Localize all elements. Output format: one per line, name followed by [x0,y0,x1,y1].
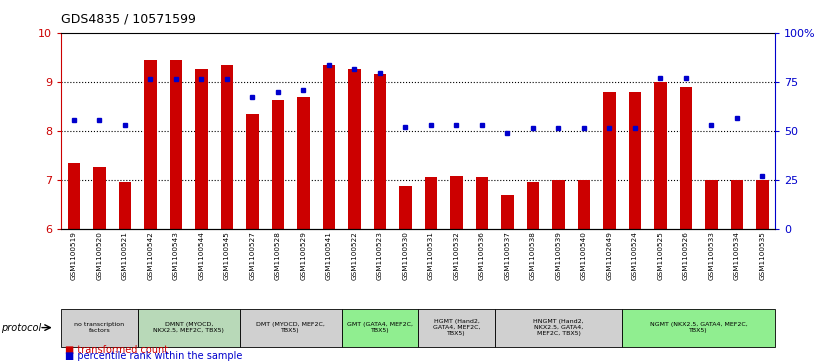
Text: GSM1100541: GSM1100541 [326,232,332,281]
Bar [144,60,157,229]
Text: GSM1100531: GSM1100531 [428,232,434,281]
Text: protocol: protocol [1,323,41,333]
Bar [220,65,233,229]
Bar [552,180,565,229]
Text: GSM1100528: GSM1100528 [275,232,281,281]
Bar [93,167,106,229]
Text: GSM1100544: GSM1100544 [198,232,205,281]
Text: GSM1100524: GSM1100524 [632,232,638,281]
Bar [374,74,386,229]
Bar [272,100,284,229]
Text: GSM1100534: GSM1100534 [734,232,740,281]
Bar [68,163,80,229]
Bar [424,177,437,229]
Bar [322,65,335,229]
Bar [628,93,641,229]
Text: ■ transformed count: ■ transformed count [65,344,168,355]
Text: GSM1102649: GSM1102649 [606,232,613,281]
Text: GSM1100543: GSM1100543 [173,232,179,281]
Bar [603,93,616,229]
Bar [501,195,514,229]
Text: GSM1100522: GSM1100522 [352,232,357,281]
Text: NGMT (NKX2.5, GATA4, MEF2C,
TBX5): NGMT (NKX2.5, GATA4, MEF2C, TBX5) [650,322,747,333]
Text: GSM1100520: GSM1100520 [96,232,103,281]
Text: HGMT (Hand2,
GATA4, MEF2C,
TBX5): HGMT (Hand2, GATA4, MEF2C, TBX5) [432,319,480,336]
Text: no transcription
factors: no transcription factors [74,322,125,333]
Text: GSM1100533: GSM1100533 [708,232,715,281]
Text: GSM1100530: GSM1100530 [402,232,409,281]
Bar [450,176,463,229]
Bar [680,87,692,229]
Text: GSM1100540: GSM1100540 [581,232,587,281]
Bar [246,114,259,229]
Text: ■ percentile rank within the sample: ■ percentile rank within the sample [65,351,242,361]
Text: GSM1100527: GSM1100527 [250,232,255,281]
Text: GSM1100523: GSM1100523 [377,232,383,281]
Text: GSM1100532: GSM1100532 [454,232,459,281]
Text: GDS4835 / 10571599: GDS4835 / 10571599 [61,13,196,26]
Text: GSM1100519: GSM1100519 [71,232,77,281]
Bar [705,180,718,229]
Text: GSM1100539: GSM1100539 [556,232,561,281]
Text: GSM1100536: GSM1100536 [479,232,485,281]
Bar [654,82,667,229]
Text: GSM1100537: GSM1100537 [504,232,511,281]
Bar [195,69,208,229]
Text: HNGMT (Hand2,
NKX2.5, GATA4,
MEF2C, TBX5): HNGMT (Hand2, NKX2.5, GATA4, MEF2C, TBX5… [533,319,583,336]
Text: DMT (MYOCD, MEF2C,
TBX5): DMT (MYOCD, MEF2C, TBX5) [256,322,325,333]
Text: GSM1100521: GSM1100521 [122,232,128,281]
Text: DMNT (MYOCD,
NKX2.5, MEF2C, TBX5): DMNT (MYOCD, NKX2.5, MEF2C, TBX5) [153,322,224,333]
Bar [756,180,769,229]
Text: GSM1100538: GSM1100538 [530,232,536,281]
Bar [297,97,310,229]
Text: GSM1100542: GSM1100542 [148,232,153,281]
Bar [526,182,539,229]
Bar [578,180,590,229]
Text: GSM1100525: GSM1100525 [658,232,663,281]
Bar [348,69,361,229]
Bar [399,185,412,229]
Bar [170,60,182,229]
Text: GSM1100535: GSM1100535 [760,232,765,281]
Text: GSM1100529: GSM1100529 [300,232,307,281]
Text: GSM1100545: GSM1100545 [224,232,230,281]
Bar [476,177,488,229]
Text: GMT (GATA4, MEF2C,
TBX5): GMT (GATA4, MEF2C, TBX5) [347,322,413,333]
Bar [730,180,743,229]
Bar [118,182,131,229]
Text: GSM1100526: GSM1100526 [683,232,689,281]
